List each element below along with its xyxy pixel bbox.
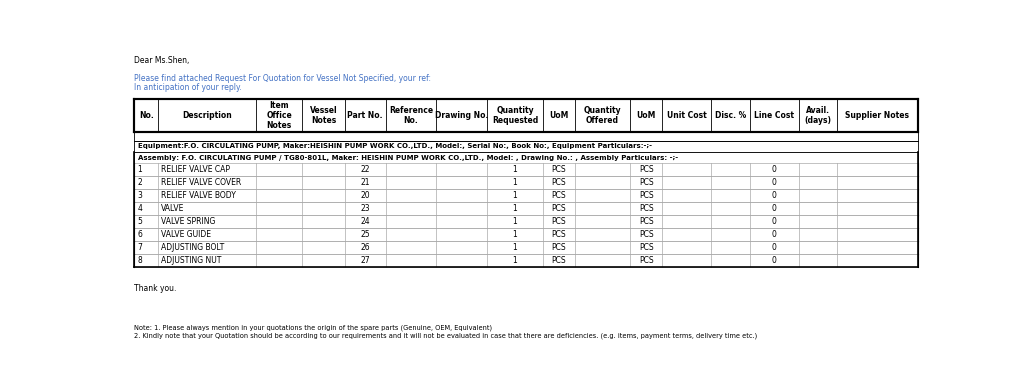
Text: VALVE GUIDE: VALVE GUIDE (162, 230, 211, 239)
Text: 0: 0 (772, 165, 776, 174)
Text: Quantity
Requested: Quantity Requested (492, 106, 538, 125)
Text: ADJUSTING NUT: ADJUSTING NUT (162, 256, 221, 265)
Text: VALVE: VALVE (162, 204, 184, 213)
Bar (134, 163, 918, 176)
Bar (134, 202, 918, 215)
Text: 0: 0 (772, 178, 776, 187)
Text: 1: 1 (513, 243, 517, 252)
Text: Quantity
Offered: Quantity Offered (584, 106, 622, 125)
Text: 25: 25 (360, 230, 370, 239)
Text: 1: 1 (137, 165, 142, 174)
Text: UoM: UoM (636, 111, 655, 120)
Text: PCS: PCS (639, 178, 653, 187)
Text: Part No.: Part No. (347, 111, 383, 120)
Text: Reference
No.: Reference No. (389, 106, 433, 125)
Text: 20: 20 (360, 191, 370, 200)
Text: PCS: PCS (551, 178, 566, 187)
Text: 1: 1 (513, 204, 517, 213)
Text: 1: 1 (513, 256, 517, 265)
Text: PCS: PCS (639, 165, 653, 174)
Text: 3: 3 (137, 191, 142, 200)
Bar (134, 189, 918, 202)
Text: PCS: PCS (551, 230, 566, 239)
Text: Equipment:F.O. CIRCULATING PUMP, Maker:HEISHIN PUMP WORK CO.,LTD., Model:, Seria: Equipment:F.O. CIRCULATING PUMP, Maker:H… (137, 143, 651, 149)
Text: 2. Kindly note that your Quotation should be according to our requirements and i: 2. Kindly note that your Quotation shoul… (134, 333, 758, 339)
Text: 1: 1 (513, 217, 517, 226)
Text: 1: 1 (513, 165, 517, 174)
Text: 0: 0 (772, 204, 776, 213)
Text: RELIEF VALVE BODY: RELIEF VALVE BODY (162, 191, 237, 200)
Text: PCS: PCS (551, 243, 566, 252)
Text: 1: 1 (513, 178, 517, 187)
Text: 23: 23 (360, 204, 370, 213)
Text: Line Cost: Line Cost (755, 111, 795, 120)
Text: 8: 8 (137, 256, 142, 265)
Text: PCS: PCS (551, 191, 566, 200)
Text: Assembly: F.O. CIRCULATING PUMP / TG80-801L, Maker: HEISHIN PUMP WORK CO.,LTD., : Assembly: F.O. CIRCULATING PUMP / TG80-8… (137, 154, 678, 161)
Bar (134, 228, 918, 241)
Bar (134, 241, 918, 254)
Text: Note: 1. Please always mention in your quotations the origin of the spare parts : Note: 1. Please always mention in your q… (134, 324, 493, 331)
Text: PCS: PCS (551, 217, 566, 226)
Text: Vessel
Notes: Vessel Notes (310, 106, 337, 125)
Text: Drawing No.: Drawing No. (435, 111, 488, 120)
Text: 4: 4 (137, 204, 142, 213)
Text: PCS: PCS (551, 256, 566, 265)
Bar (134, 176, 918, 189)
Text: 22: 22 (360, 165, 370, 174)
Text: Unit Cost: Unit Cost (667, 111, 707, 120)
Text: PCS: PCS (639, 204, 653, 213)
Bar (134, 99, 918, 132)
Text: 27: 27 (360, 256, 370, 265)
Text: ADJUSTING BOLT: ADJUSTING BOLT (162, 243, 224, 252)
Text: PCS: PCS (639, 230, 653, 239)
Text: 0: 0 (772, 217, 776, 226)
Text: Please find attached Request For Quotation for Vessel Not Specified, your ref:: Please find attached Request For Quotati… (134, 74, 431, 83)
Bar (134, 141, 918, 152)
Text: Item
Office
Notes: Item Office Notes (266, 101, 292, 131)
Text: Dear Ms.Shen,: Dear Ms.Shen, (134, 56, 189, 65)
Text: 5: 5 (137, 217, 142, 226)
Text: PCS: PCS (639, 191, 653, 200)
Text: PCS: PCS (639, 243, 653, 252)
Text: 26: 26 (360, 243, 370, 252)
Text: 0: 0 (772, 243, 776, 252)
Text: PCS: PCS (639, 217, 653, 226)
Text: UoM: UoM (549, 111, 568, 120)
Bar (134, 152, 918, 163)
Text: Disc. %: Disc. % (715, 111, 746, 120)
Text: 21: 21 (360, 178, 370, 187)
Text: PCS: PCS (639, 256, 653, 265)
Text: 0: 0 (772, 256, 776, 265)
Text: RELIEF VALVE CAP: RELIEF VALVE CAP (162, 165, 230, 174)
Text: PCS: PCS (551, 204, 566, 213)
Text: Avail.
(days): Avail. (days) (805, 106, 831, 125)
Text: Thank you.: Thank you. (134, 283, 177, 293)
Text: Description: Description (182, 111, 231, 120)
Bar (134, 215, 918, 228)
Text: VALVE SPRING: VALVE SPRING (162, 217, 216, 226)
Text: RELIEF VALVE COVER: RELIEF VALVE COVER (162, 178, 242, 187)
Text: 2: 2 (137, 178, 142, 187)
Text: 0: 0 (772, 230, 776, 239)
Text: 1: 1 (513, 191, 517, 200)
Text: 24: 24 (360, 217, 370, 226)
Text: 6: 6 (137, 230, 142, 239)
Text: 1: 1 (513, 230, 517, 239)
Text: 0: 0 (772, 191, 776, 200)
Bar (134, 254, 918, 267)
Text: PCS: PCS (551, 165, 566, 174)
Text: Supplier Notes: Supplier Notes (846, 111, 909, 120)
Text: 7: 7 (137, 243, 142, 252)
Text: In anticipation of your reply.: In anticipation of your reply. (134, 83, 242, 92)
Text: No.: No. (139, 111, 154, 120)
